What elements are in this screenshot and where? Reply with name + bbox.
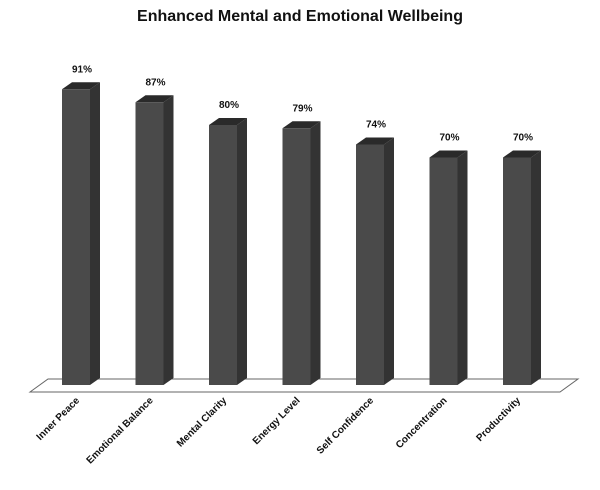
data-label: 87% — [145, 77, 165, 88]
category-label: Self Confidence — [315, 395, 377, 457]
bar-side — [531, 150, 541, 385]
category-label: Productivity — [474, 395, 523, 444]
data-label: 91% — [72, 64, 92, 75]
category-label: Mental Clarity — [175, 395, 229, 449]
data-label: 79% — [292, 103, 312, 114]
bar-top — [429, 150, 468, 158]
bar — [62, 89, 90, 385]
bar — [282, 128, 311, 385]
category-label: Emotional Balance — [85, 395, 156, 466]
category-label: Energy Level — [251, 395, 303, 447]
bar-top — [282, 121, 321, 129]
bar-top — [356, 137, 394, 145]
chart-title: Enhanced Mental and Emotional Wellbeing — [137, 8, 463, 25]
bar-side — [163, 95, 174, 385]
bar-top — [62, 82, 100, 90]
data-label: 80% — [219, 100, 239, 111]
bar-top — [135, 95, 174, 103]
bar-top — [503, 150, 541, 158]
data-label: 70% — [439, 133, 459, 144]
bar — [503, 157, 531, 385]
bar — [135, 102, 164, 385]
data-label: 70% — [513, 133, 533, 144]
bar — [429, 157, 458, 385]
bar-top — [209, 118, 247, 125]
bar-side — [90, 82, 100, 385]
category-label: Inner Peace — [35, 395, 83, 443]
data-label: 74% — [366, 120, 386, 131]
bar-side — [457, 150, 468, 385]
category-label: Concentration — [394, 395, 450, 451]
bar-side — [310, 121, 321, 385]
bar-side — [237, 118, 247, 385]
bar — [356, 144, 384, 385]
bar-side — [384, 137, 394, 385]
bar — [209, 125, 237, 385]
